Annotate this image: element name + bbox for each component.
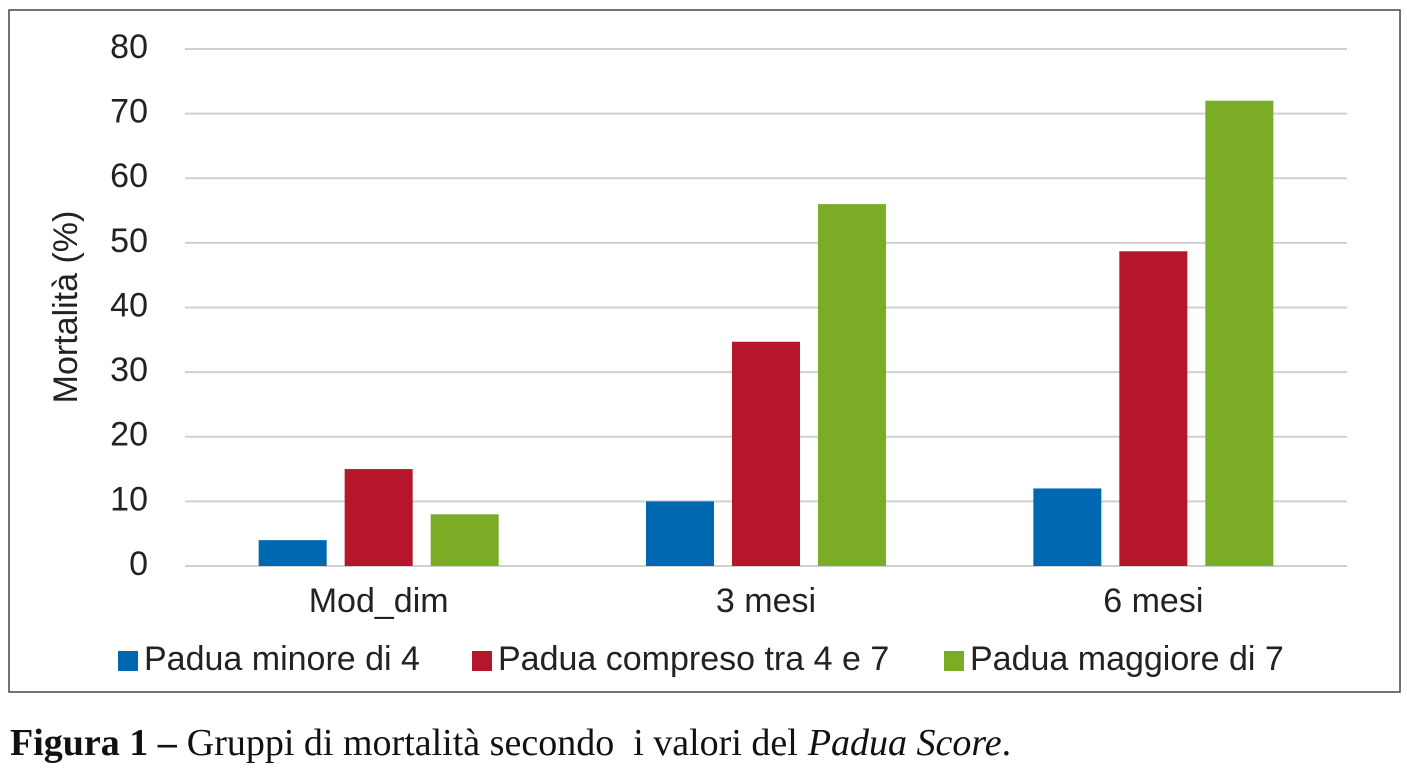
bar [646, 501, 714, 566]
x-tick-label: 3 mesi [716, 582, 816, 620]
bar [1205, 100, 1274, 566]
y-tick-label: 80 [110, 28, 148, 66]
legend-swatch [472, 651, 492, 671]
legend-swatch [944, 651, 964, 671]
caption-label: Figura 1 – [10, 722, 178, 764]
y-tick-label: 60 [110, 157, 148, 195]
y-tick-label: 0 [129, 545, 148, 583]
caption: Figura 1 – Gruppi di mortalità secondo i … [10, 722, 1011, 764]
y-tick-label: 10 [110, 480, 148, 518]
legend-label: Padua maggiore di 7 [970, 640, 1284, 678]
bar [1033, 488, 1102, 566]
y-tick-label: 20 [110, 416, 148, 454]
bar [818, 204, 886, 566]
bar [1119, 251, 1188, 566]
legend-label: Padua compreso tra 4 e 7 [498, 640, 889, 678]
x-tick-label: Mod_dim [309, 582, 449, 620]
x-tick-label: 6 mesi [1103, 582, 1203, 620]
caption-end: . [1002, 722, 1012, 764]
bar [258, 540, 327, 566]
bar [732, 341, 800, 566]
y-tick-label: 70 [110, 93, 148, 131]
caption-text: Gruppi di mortalità secondo i valori del [187, 722, 798, 764]
legend-label: Padua minore di 4 [144, 640, 420, 678]
y-tick-label: 30 [110, 351, 148, 389]
legend-swatch [118, 651, 138, 671]
y-axis-title: Mortalità (%) [47, 211, 85, 404]
y-tick-label: 50 [110, 222, 148, 260]
bar [430, 514, 499, 566]
y-tick-label: 40 [110, 286, 148, 324]
frame [8, 9, 1401, 693]
caption-italic: Padua Score [807, 722, 1002, 764]
bar [344, 469, 413, 566]
